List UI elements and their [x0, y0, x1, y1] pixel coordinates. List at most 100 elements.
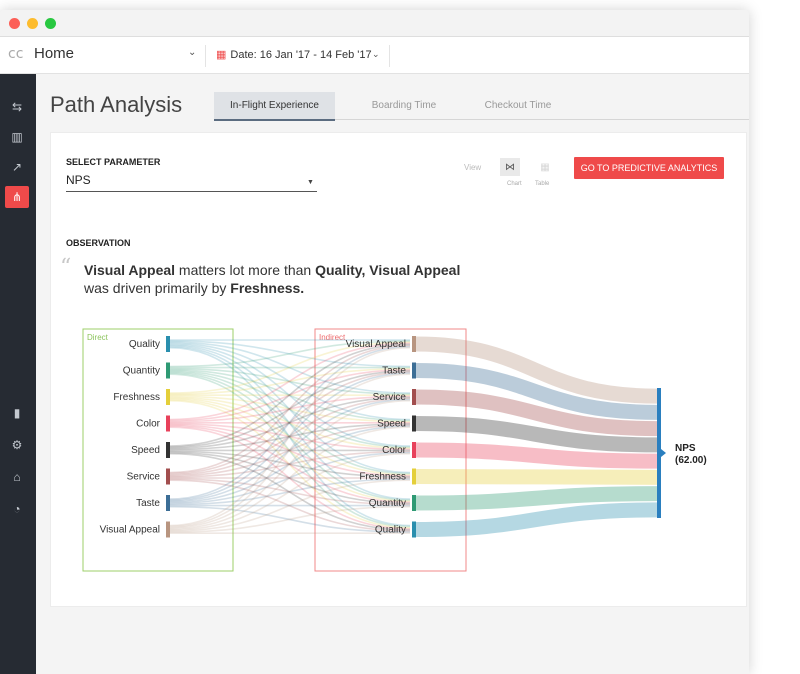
bar-chart-icon[interactable]: ▥: [11, 130, 23, 144]
tab-in-flight-experience[interactable]: In-Flight Experience: [214, 92, 335, 121]
indirect-nps-link: [415, 469, 658, 485]
direct-indirect-link: [169, 372, 411, 501]
direct-indirect-link: [169, 369, 411, 422]
direct-indirect-link: [169, 399, 411, 529]
tab-checkout-time[interactable]: Checkout Time: [484, 100, 552, 111]
top-bar: cc Home ⌄ ▦ Date: 16 Jan '17 - 14 Feb '17…: [0, 37, 749, 74]
direct-indirect-link: [169, 450, 411, 478]
indirect-node-bar: [412, 442, 416, 458]
indirect-nps-link: [415, 442, 658, 469]
line-chart-icon[interactable]: ↗: [11, 160, 23, 174]
direct-group-label: Direct: [87, 333, 109, 342]
predictive-analytics-button[interactable]: GO TO PREDICTIVE ANALYTICS: [574, 157, 724, 179]
nps-label: NPS: [675, 443, 696, 454]
direct-indirect-link: [169, 341, 411, 394]
parameter-select[interactable]: NPS: [66, 173, 91, 187]
direct-indirect-link: [169, 426, 411, 530]
direct-indirect-link: [169, 342, 411, 421]
direct-node-label: Speed: [131, 445, 160, 456]
indirect-nps-link: [415, 389, 658, 437]
date-range-picker[interactable]: ▦ Date: 16 Jan '17 - 14 Feb '17: [216, 48, 372, 61]
sidebar: ⇆ ▥ ↗ ⋔ ▮ ⚙ ⌂ ◔: [0, 74, 36, 674]
page-title: Path Analysis: [50, 92, 183, 117]
indirect-group-label: Indirect: [319, 333, 346, 342]
indirect-node-label: Freshness: [359, 472, 406, 483]
nps-value: (62.00): [675, 455, 707, 466]
direct-indirect-link: [169, 395, 411, 423]
flow-icon[interactable]: ⋔: [5, 186, 29, 208]
direct-indirect-link: [169, 478, 411, 506]
direct-indirect-link: [169, 397, 411, 476]
table-view-button[interactable]: ▦: [535, 158, 555, 176]
tabs-divider: [214, 119, 749, 120]
indirect-node-label: Speed: [377, 419, 406, 430]
direct-node-label: Service: [127, 472, 161, 483]
indirect-node-label: Color: [382, 445, 407, 456]
direct-indirect-link: [169, 367, 411, 395]
direct-indirect-link: [169, 478, 411, 506]
gears-icon[interactable]: ⚙: [11, 438, 23, 452]
page-header: Path Analysis In-Flight Experience Board…: [36, 74, 749, 130]
direct-indirect-link: [169, 342, 411, 421]
indirect-node-bar: [412, 415, 416, 432]
indirect-node-bar: [412, 468, 416, 485]
select-parameter-label: SELECT PARAMETER: [66, 157, 161, 167]
direct-indirect-link: [169, 395, 411, 423]
direct-indirect-link: [169, 369, 411, 422]
direct-node-label: Visual Appeal: [100, 525, 160, 536]
paths-icon[interactable]: ⇆: [11, 100, 23, 114]
direct-indirect-link: [169, 424, 411, 477]
divider: [389, 45, 390, 67]
direct-indirect-link: [169, 367, 411, 395]
caret-down-icon[interactable]: ▼: [307, 179, 314, 186]
direct-indirect-link: [169, 479, 411, 532]
direct-indirect-link: [169, 425, 411, 504]
direct-indirect-link: [169, 340, 411, 368]
direct-node-bar: [166, 362, 170, 379]
chevron-down-icon[interactable]: ⌄: [372, 49, 380, 59]
direct-indirect-link: [169, 450, 411, 478]
direct-indirect-link: [169, 343, 411, 447]
path-sankey-chart: Direct Indirect Quality Quantity Freshness Co…: [82, 328, 707, 572]
tab-boarding-time[interactable]: Boarding Time: [371, 100, 437, 111]
indirect-nps-link: [415, 486, 658, 511]
date-range-label: Date: 16 Jan '17 - 14 Feb '17: [230, 49, 372, 61]
direct-node-bar: [166, 495, 170, 511]
direct-node-label: Freshness: [113, 392, 160, 403]
direct-indirect-link: [169, 423, 411, 451]
direct-node-bar: [166, 521, 170, 538]
table-view-label: Table: [535, 181, 550, 187]
direct-indirect-link: [169, 396, 411, 449]
sankey-icon: ⋈: [505, 161, 515, 173]
direct-indirect-link: [169, 346, 411, 527]
direct-indirect-link: [169, 505, 411, 533]
minimize-window-button[interactable]: [27, 18, 38, 29]
maximize-window-button[interactable]: [45, 18, 56, 29]
direct-node-bar: [166, 415, 170, 432]
direct-indirect-link: [169, 341, 411, 394]
direct-indirect-link: [169, 424, 411, 477]
close-window-button[interactable]: [9, 18, 20, 29]
indirect-node-bar: [412, 389, 416, 405]
indirect-node-bar: [412, 521, 416, 538]
calendar-icon: ▦: [216, 49, 227, 61]
analysis-card: SELECT PARAMETER NPS ▼ View ⋈ ▦ Chart Ta…: [50, 132, 747, 607]
chart-view-button[interactable]: ⋈: [500, 158, 520, 176]
direct-node-label: Taste: [136, 498, 160, 509]
direct-indirect-link: [169, 452, 411, 531]
direct-indirect-link: [169, 344, 411, 474]
direct-indirect-link: [169, 343, 411, 447]
direct-indirect-link: [169, 399, 411, 529]
direct-indirect-link: [169, 398, 411, 502]
bank-icon[interactable]: ⌂: [13, 470, 21, 484]
indirect-node-label: Quality: [375, 525, 406, 536]
home-dropdown[interactable]: Home: [34, 45, 75, 62]
chevron-down-icon[interactable]: ⌄: [188, 47, 197, 58]
bar-settings-icon[interactable]: ▮: [13, 406, 21, 420]
direct-node-label: Color: [136, 419, 161, 430]
observation-text: “ Visual Appeal matters lot more than Qu…: [60, 255, 461, 297]
indirect-group-box: [314, 328, 467, 572]
gauge-icon[interactable]: ◔: [13, 502, 21, 516]
direct-indirect-link: [169, 373, 411, 528]
direct-group-box: [82, 328, 234, 572]
